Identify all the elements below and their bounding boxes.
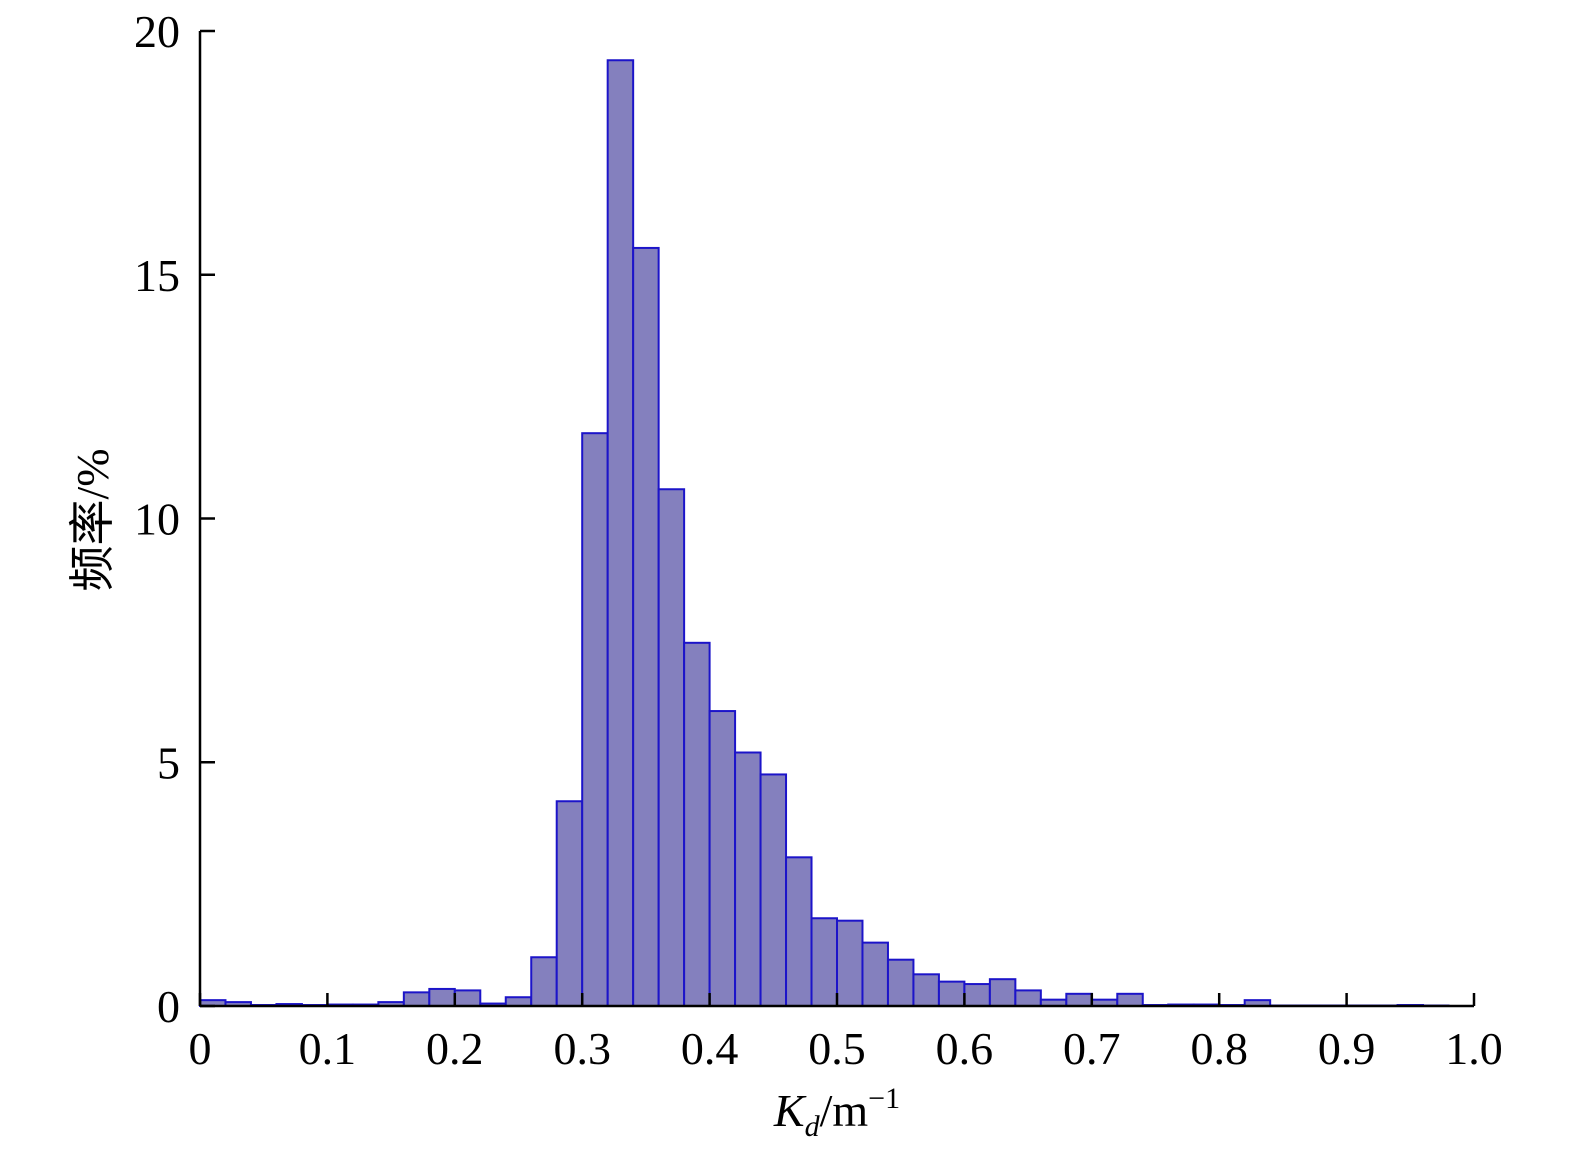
- histogram-bar: [632, 246, 660, 1007]
- histogram-bar: [1014, 989, 1042, 1008]
- x-tick-label: 0.7: [1063, 1023, 1121, 1074]
- y-tick-label: 20: [134, 6, 180, 57]
- histogram-bar: [810, 917, 839, 1007]
- histogram-bar: [785, 856, 813, 1007]
- bars-group: [199, 59, 1450, 1008]
- histogram-bar: [683, 641, 711, 1007]
- y-tick-label: 0: [157, 981, 180, 1032]
- x-tick-label: 0.1: [299, 1023, 357, 1074]
- ticks-group: 0 0.1 0.2 0.3 0.4 0.5 0.6 0.7 0.8 0.9 1.0 0 5 10 15 20: [134, 6, 1503, 1074]
- histogram-bar: [963, 983, 991, 1007]
- histogram-bar: [1116, 992, 1144, 1007]
- y-tick-label: 10: [134, 494, 180, 545]
- histogram-bar: [734, 751, 762, 1007]
- x-tick-label: 0.8: [1190, 1023, 1248, 1074]
- x-tick-label: 0.9: [1318, 1023, 1376, 1074]
- x-tick-label: 1.0: [1445, 1023, 1503, 1074]
- x-tick-label: 0.2: [426, 1023, 484, 1074]
- histogram-bar: [606, 59, 635, 1007]
- histogram-bar: [759, 773, 788, 1007]
- histogram-bar: [861, 941, 889, 1008]
- x-tick-label: 0.3: [553, 1023, 611, 1074]
- histogram-bar: [836, 919, 864, 1007]
- histogram-bar: [886, 958, 915, 1008]
- x-axis-title-unit: /m: [820, 1085, 869, 1136]
- y-tick-label: 5: [157, 737, 180, 788]
- histogram-bar: [937, 980, 966, 1008]
- histogram-bar: [428, 987, 456, 1008]
- x-axis-title-superscript: −1: [868, 1082, 900, 1115]
- histogram-bar: [555, 800, 584, 1007]
- histogram-bar: [504, 996, 533, 1007]
- histogram-bar: [988, 978, 1017, 1008]
- histogram-bar: [530, 956, 558, 1007]
- x-tick-label: 0: [189, 1023, 212, 1074]
- x-axis-title-symbol: K: [773, 1085, 807, 1136]
- histogram-bar: [657, 488, 686, 1007]
- x-tick-label: 0.4: [681, 1023, 739, 1074]
- histogram-bar: [1065, 992, 1093, 1007]
- x-tick-label: 0.5: [808, 1023, 866, 1074]
- histogram-bar: [402, 991, 431, 1007]
- histogram-bar: [581, 432, 609, 1007]
- y-axis-title: 频率/%: [67, 448, 118, 591]
- y-tick-label: 15: [134, 250, 180, 301]
- histogram-bar: [912, 973, 940, 1007]
- histogram-bar: [708, 710, 737, 1007]
- x-axis-title: Kd/m−1: [773, 1082, 900, 1143]
- x-tick-label: 0.6: [936, 1023, 994, 1074]
- x-axis-title-subscript: d: [805, 1110, 821, 1143]
- histogram-bar: [453, 989, 482, 1008]
